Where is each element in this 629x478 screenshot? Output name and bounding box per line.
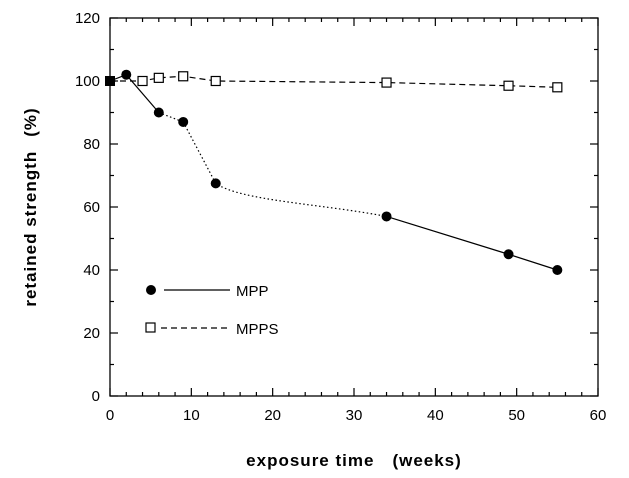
y-tick-label: 80 [83,136,100,153]
x-axis-unit: (weeks) [392,451,461,470]
y-tick-label: 120 [75,10,100,27]
svg-text:retained strength(%): retained strength (%) [21,107,40,306]
data-point-mpp [178,116,189,127]
legend-label-mpps: MPPS [236,321,279,338]
x-tick-labels: 0 10 20 30 40 50 60 [106,407,607,424]
x-tick-label: 0 [106,407,114,424]
data-point-mpps [137,75,148,87]
legend-marker-mpps [145,322,156,333]
data-point-mpp [153,107,164,118]
data-point-mpps [210,75,221,87]
series-line-mpp [386,215,509,255]
x-tick-label: 10 [183,407,200,424]
y-tick-label: 40 [83,262,100,279]
y-axis-unit: (%) [21,107,40,136]
y-axis-title: retained strength (%) [21,107,40,306]
data-point-mpps [552,82,563,93]
x-axis-title: exposure time (weeks) [246,451,462,470]
x-tick-label: 20 [264,407,281,424]
data-point-mpps [178,71,189,82]
x-tick-label: 40 [427,407,444,424]
data-point-mpp [552,265,563,275]
data-point-mpps [503,80,514,91]
legend-marker-mpp [146,285,156,295]
series-line-mpp-dotted [182,121,387,218]
x-tick-label: 50 [508,407,525,424]
data-point-mpp [210,178,221,189]
axis-ticks [109,17,599,397]
series-curves [109,74,558,271]
y-tick-label: 0 [92,388,100,405]
series-markers [105,69,563,275]
y-tick-labels: 0 20 40 60 80 100 120 [75,10,100,405]
y-tick-label: 60 [83,199,100,216]
data-point-mpp [105,76,115,86]
series-line-mpps [110,75,558,88]
x-tick-label: 60 [590,407,607,424]
y-axis-label: retained strength [21,151,40,307]
y-tick-label: 20 [83,325,100,342]
data-point-mpps [153,72,164,83]
series-line-mpp [125,74,160,113]
x-tick-label: 30 [346,407,363,424]
y-tick-label: 100 [75,73,100,90]
data-point-mpp [503,249,514,260]
x-axis-label: exposure time [246,451,374,470]
data-point-mpp [121,69,132,80]
series-line-mpp [508,253,558,271]
legend-label-mpp: MPP [236,283,269,300]
data-point-mpp [381,211,392,222]
data-point-mpps [381,77,392,88]
legend: MPP MPPS [145,283,279,338]
